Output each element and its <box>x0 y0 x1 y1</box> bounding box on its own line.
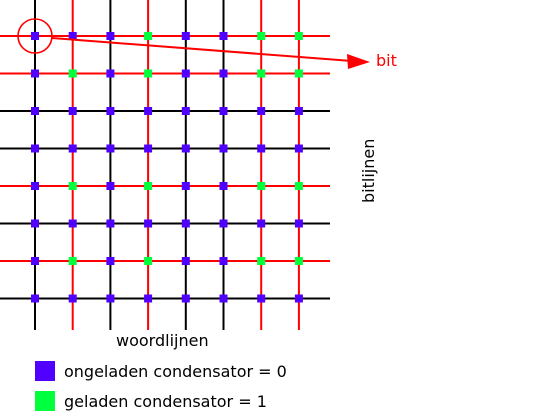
uncharged-capacitor-cell <box>68 219 77 228</box>
uncharged-capacitor-cell <box>219 32 228 40</box>
uncharged-capacitor-cell <box>106 182 115 190</box>
uncharged-capacitor-cell <box>106 257 115 265</box>
charged-capacitor-cell <box>144 32 153 40</box>
highlight-circle <box>17 18 53 54</box>
uncharged-capacitor-cell <box>68 294 77 303</box>
charged-capacitor-cell <box>144 69 153 78</box>
uncharged-capacitor-cell <box>219 69 228 78</box>
bit-arrow-line <box>51 37 353 62</box>
uncharged-capacitor-cell <box>31 294 39 303</box>
uncharged-capacitor-cell <box>31 219 39 228</box>
uncharged-capacitor-cell <box>68 107 77 115</box>
uncharged-capacitor-cell <box>181 257 190 265</box>
uncharged-capacitor-cell <box>181 182 190 190</box>
uncharged-capacitor-cell <box>106 69 115 78</box>
uncharged-capacitor-cell <box>181 294 190 303</box>
uncharged-capacitor-cell <box>31 32 39 40</box>
uncharged-capacitor-cell <box>31 182 39 190</box>
uncharged-capacitor-cell <box>219 219 228 228</box>
charged-capacitor-cell <box>68 182 77 190</box>
bit-arrow-head <box>347 54 370 69</box>
uncharged-capacitor-cell <box>219 144 228 153</box>
uncharged-capacitor-cell <box>294 107 303 115</box>
charged-capacitor-cell <box>294 257 303 265</box>
uncharged-capacitor-cell <box>257 294 266 303</box>
uncharged-capacitor-cell <box>219 294 228 303</box>
charged-capacitor-cell <box>257 182 266 190</box>
charged-capacitor-cell <box>144 182 153 190</box>
legend-item-uncharged: ongeladen condensator = 0 <box>35 361 287 381</box>
uncharged-capacitor-cell <box>106 144 115 153</box>
uncharged-capacitor-cell <box>181 144 190 153</box>
capacitor-cell-group <box>31 32 303 303</box>
legend-item-charged: geladen condensator = 1 <box>35 391 267 411</box>
charged-capacitor-cell <box>257 257 266 265</box>
uncharged-capacitor-cell <box>106 219 115 228</box>
word-line-group <box>0 35 330 300</box>
charged-capacitor-cell <box>144 257 153 265</box>
uncharged-capacitor-cell <box>144 219 153 228</box>
uncharged-capacitor-cell <box>144 294 153 303</box>
uncharged-capacitor-cell <box>68 32 77 40</box>
legend-swatch-purple <box>35 361 55 381</box>
uncharged-capacitor-cell <box>294 294 303 303</box>
uncharged-capacitor-cell <box>257 144 266 153</box>
uncharged-capacitor-cell <box>31 69 39 78</box>
uncharged-capacitor-cell <box>106 32 115 40</box>
uncharged-capacitor-cell <box>31 144 39 153</box>
charged-capacitor-cell <box>294 69 303 78</box>
uncharged-capacitor-cell <box>219 107 228 115</box>
charged-capacitor-cell <box>294 32 303 40</box>
uncharged-capacitor-cell <box>181 107 190 115</box>
bit-label: bit <box>376 51 397 70</box>
uncharged-capacitor-cell <box>106 294 115 303</box>
charged-capacitor-cell <box>257 32 266 40</box>
charged-capacitor-cell <box>68 257 77 265</box>
uncharged-capacitor-cell <box>294 144 303 153</box>
uncharged-capacitor-cell <box>181 32 190 40</box>
uncharged-capacitor-cell <box>257 219 266 228</box>
uncharged-capacitor-cell <box>219 182 228 190</box>
uncharged-capacitor-cell <box>219 257 228 265</box>
uncharged-capacitor-cell <box>144 144 153 153</box>
uncharged-capacitor-cell <box>181 69 190 78</box>
bit-line-group <box>34 0 300 330</box>
charged-capacitor-cell <box>257 69 266 78</box>
uncharged-capacitor-cell <box>68 144 77 153</box>
charged-capacitor-cell <box>294 182 303 190</box>
uncharged-capacitor-cell <box>31 107 39 115</box>
charged-capacitor-cell <box>68 69 77 78</box>
word-lines-label: woordlijnen <box>116 331 209 350</box>
bit-lines-label: bitlijnen <box>359 138 378 203</box>
uncharged-capacitor-cell <box>181 219 190 228</box>
legend-text: ongeladen condensator = 0 <box>64 361 287 381</box>
uncharged-capacitor-cell <box>106 107 115 115</box>
uncharged-capacitor-cell <box>257 107 266 115</box>
selected-bit-highlight <box>17 18 370 69</box>
legend-swatch-green <box>35 391 55 411</box>
uncharged-capacitor-cell <box>31 257 39 265</box>
uncharged-capacitor-cell <box>144 107 153 115</box>
uncharged-capacitor-cell <box>294 219 303 228</box>
legend-text: geladen condensator = 1 <box>64 391 267 411</box>
